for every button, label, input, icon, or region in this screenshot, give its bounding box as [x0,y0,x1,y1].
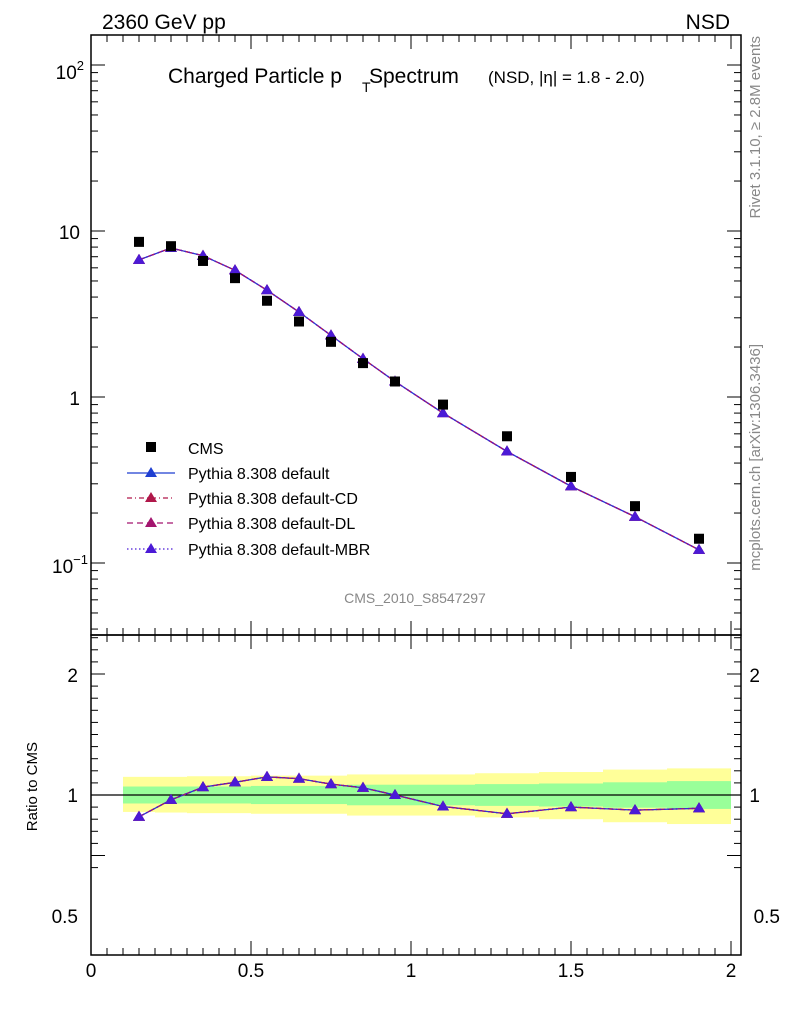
legend-label-default: Pythia 8.308 default [188,466,330,483]
ratio-point-default-mbr [293,772,305,783]
chart-title-note: (NSD, |η| = 1.8 - 2.0) [488,68,645,87]
chart-title-suffix: Spectrum [369,65,459,88]
ratio-panel-frame [90,634,742,956]
cms-data-point [262,295,272,306]
ratio-ytick-label-1: 1 [67,786,78,807]
chart-title-main: Charged Particle p [168,65,342,88]
legend-marker-default [145,467,157,477]
main-axis-ticks [90,35,741,635]
ratio-point-default-mbr [389,789,401,799]
main-panel: Charged Particle p T Spectrum (NSD, |η| … [52,34,742,636]
legend: CMS Pythia 8.308 default Pythia 8.308 de… [127,441,370,559]
series-line-default-mbr [138,247,700,551]
legend-item-default-mbr: Pythia 8.308 default-MBR [127,542,370,559]
legend-label-default-cd: Pythia 8.308 default-CD [188,491,358,508]
mc-point-default-mbr [437,407,449,418]
cms-data-point [294,316,304,327]
cms-data-point [694,533,704,544]
mcplots-label: mcplots.cern.ch [arXiv:1306.3436] [747,344,764,571]
cms-data-point [566,471,576,482]
legend-marker-default-mbr [145,543,157,553]
legend-marker-default-cd [145,492,157,502]
ytick-label-100: 102 [56,58,84,84]
cms-data-point [134,236,144,247]
xtick-label-0.5: 0.5 [238,961,264,982]
ratio-ytick-label-2: 2 [67,666,78,687]
xtick-label-0: 0 [86,961,97,982]
mc-point-default-mbr [261,284,273,295]
main-ytick-labels: 102 10 1 10−1 [52,58,88,578]
mc-point-default-mbr [693,543,705,554]
ratio-ylabel: Ratio to CMS [24,742,41,831]
header-right: NSD [686,11,730,34]
legend-marker-default-dl [145,517,157,527]
ratio-point-default-mbr [229,776,241,787]
cms-data-point [358,358,368,369]
cms-data-point [198,255,208,266]
cms-data-point [390,376,400,387]
rivet-label: Rivet 3.1.10, ≥ 2.8M events [747,36,764,219]
mc-point-default-mbr [565,480,577,491]
ratio-point-default-mbr [133,810,145,821]
cms-data-point [630,501,640,512]
legend-item-cms: CMS [146,441,224,458]
mc-point-default-mbr [629,510,641,521]
ratio-line-default-mbr [138,776,700,818]
ratio-point-default-mbr [165,793,177,804]
analysis-watermark: CMS_2010_S8547297 [344,590,486,606]
ytick-label-0.1: 10−1 [52,552,88,578]
legend-item-default-cd: Pythia 8.308 default-CD [127,491,358,508]
legend-label-default-dl: Pythia 8.308 default-DL [188,516,355,533]
cms-data-point [166,241,176,252]
ratio-ytick-label-0.5: 0.5 [52,907,78,928]
ratio-panel: 2 1 0.5 2 1 0.5 Ratio to CMS 0 0.5 1 1.5… [24,634,780,982]
ytick-label-10: 10 [59,223,80,244]
ratio-point-default-mbr [565,801,577,812]
ratio-point-default-mbr [261,770,273,781]
ratio-point-default-mbr [693,802,705,813]
chart-title: Charged Particle p T Spectrum (NSD, |η| … [168,65,645,95]
xtick-labels: 0 0.5 1 1.5 2 [86,961,737,982]
cms-data-point [230,273,240,284]
legend-item-default-dl: Pythia 8.308 default-DL [127,516,355,533]
cms-data-point [438,399,448,410]
xtick-label-1: 1 [406,961,417,982]
ratio-point-default-mbr [357,781,369,792]
ratio-uncertainty-bands [123,768,731,825]
mc-point-default-mbr [501,445,513,456]
cms-data-point [326,336,336,347]
ratio-point-default-mbr [629,804,641,815]
ratio-point-default-mbr [325,778,337,789]
xtick-label-2: 2 [726,961,737,982]
mc-point-default-mbr [133,253,145,264]
legend-marker-cms [146,442,156,452]
legend-item-default: Pythia 8.308 default [127,466,330,483]
ratio-ytick-label-2-right: 2 [749,666,760,687]
cms-data-point [502,431,512,442]
chart-title-subscript: T [362,79,371,95]
mc-point-default-mbr [229,264,241,275]
header-left: 2360 GeV pp [102,11,226,34]
mc-point-default-mbr [293,306,305,317]
ratio-point-default-mbr [197,781,209,792]
ratio-point-default-mbr [437,800,449,811]
ytick-label-1: 1 [69,389,80,410]
legend-label-default-mbr: Pythia 8.308 default-MBR [188,542,370,559]
ratio-ytick-labels: 2 1 0.5 2 1 0.5 [52,666,780,928]
ratio-point-default-mbr [501,807,513,818]
legend-label-cms: CMS [188,441,224,458]
ratio-ytick-label-1-right: 1 [749,786,760,807]
ratio-ytick-label-0.5-right: 0.5 [754,907,780,928]
xtick-label-1.5: 1.5 [558,961,584,982]
